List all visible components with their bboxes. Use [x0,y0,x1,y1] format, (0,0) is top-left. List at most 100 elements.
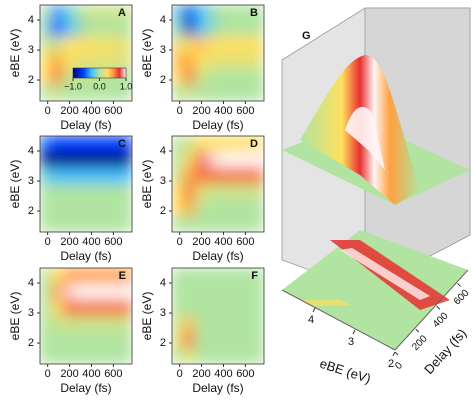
heat-cell [252,199,264,217]
heat-cell [108,215,121,232]
x-tick-label: 400 [82,236,100,248]
heat-cell [172,347,184,364]
heatmap [172,268,264,364]
heat-cell [172,136,184,153]
heat-cell [97,52,110,70]
y-tick-label: 4 [28,145,34,157]
heat-cell [62,68,75,86]
heat-cell [172,20,184,38]
colorbar-tick-label: 0.0 [93,81,106,91]
heat-cell [206,151,219,169]
heat-cell [206,167,219,185]
heat-cell [229,167,242,185]
heat-cell [97,268,110,285]
heat-cell [252,183,264,201]
heat-cell [172,215,184,232]
heat-cell [229,347,242,364]
heat-cell [217,199,230,217]
heat-cell [62,347,75,364]
heat-cell [120,5,132,22]
panel-label: D [250,138,258,150]
heat-cell [240,299,253,317]
heat-cell [229,68,242,86]
heat-cell [217,299,230,317]
heat-cell [97,347,110,364]
heat-cell [183,36,196,54]
heat-cell [229,84,242,101]
heat-cell [97,299,110,317]
heat-cell [97,167,110,185]
heat-cell [172,315,184,333]
heat-cell [85,299,98,317]
x-axis-label: Delay (fs) [60,249,111,263]
y-tick-label: 2 [388,358,394,370]
heat-cell [97,36,110,54]
x-tick-label: 600 [236,105,254,117]
heat-cell [40,5,52,22]
heat-cell [74,283,87,301]
heat-cell [229,283,242,301]
heat-cell [183,84,196,101]
heat-cell [120,167,132,185]
heat-cell [206,199,219,217]
heat-cell [252,283,264,301]
heat-cell [229,52,242,70]
heat-cell [108,183,121,201]
heat-cell [85,347,98,364]
heat-cell [206,84,219,101]
heat-cell [240,36,253,54]
heat-cell [194,5,207,22]
heat-cell [85,84,98,101]
heat-cell [229,215,242,232]
heat-cell [183,331,196,349]
heat-cell [229,136,242,153]
x-tick-label: 0 [177,368,183,380]
x-tick-label: 400 [214,236,232,248]
heat-cell [217,20,230,38]
heat-cell [183,136,196,153]
heat-cell [108,199,121,217]
heat-cell [252,20,264,38]
y-tick-label: 3 [348,336,354,348]
heat-cell [229,315,242,333]
heat-cell [206,5,219,22]
heat-cell [40,183,52,201]
x-tick-label: 400 [214,368,232,380]
heat-cell [172,331,184,349]
heat-cell [120,84,132,101]
heat-cell [74,199,87,217]
x-tick-label: 0 [45,105,51,117]
y-tick [392,351,396,357]
heat-cell [240,199,253,217]
x-tick-label: 0 [45,236,51,248]
heat-cell [229,199,242,217]
heat-cell [240,283,253,301]
heat-cell [85,215,98,232]
x-tick-label: 200 [60,105,78,117]
y-tick-label: 2 [160,205,166,217]
heat-cell [108,136,121,153]
panel-label: A [118,7,126,19]
heat-cell [120,347,132,364]
heat-cell [40,347,52,364]
panel-label: F [251,270,258,282]
heat-cell [194,215,207,232]
y-axis-label: eBE (eV) [140,160,154,209]
plot-frame [39,4,133,102]
heat-cell [85,151,98,169]
heat-cell [240,52,253,70]
y-tick [312,307,316,313]
heat-cell [217,167,230,185]
heatmap [172,136,264,232]
heat-cell [74,315,87,333]
heat-cell [252,331,264,349]
heat-cell [206,183,219,201]
heatmap [40,5,132,101]
x-tick [394,351,399,356]
heat-cell [194,20,207,38]
heat-cell [62,5,75,22]
colorbar-tick-label: 1.0 [120,81,133,91]
heat-cell [172,52,184,70]
x-axis-label: Delay (fs) [60,381,111,395]
heat-cell [229,299,242,317]
